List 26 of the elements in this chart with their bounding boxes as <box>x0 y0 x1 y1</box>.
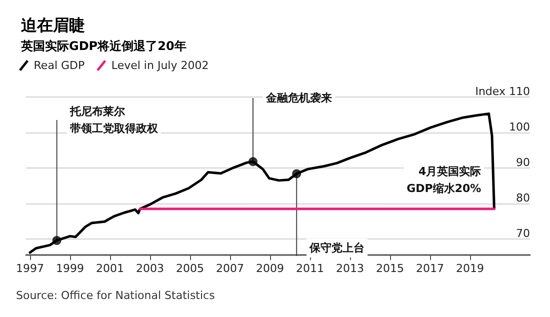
x-tick-label: 2009 <box>256 262 284 275</box>
annotation: 4月英国实际GDP缩水20% <box>406 165 482 195</box>
x-tick-label: 2005 <box>176 262 204 275</box>
y-tick-label: 70 <box>516 227 530 240</box>
y-tick-label: Index 110 <box>475 85 530 98</box>
x-tick-label: 1999 <box>56 262 84 275</box>
x-tick-label: 2007 <box>216 262 244 275</box>
annotation: 保守党上台 <box>308 242 365 254</box>
x-tick-label: 2001 <box>96 262 124 275</box>
y-tick-label: 100 <box>509 120 530 134</box>
x-tick-label: 2011 <box>296 262 324 275</box>
source-note: Source: Office for National Statistics <box>16 289 216 302</box>
annotation: 金融危机袭来 <box>265 92 332 104</box>
x-tick-label: 2013 <box>336 262 364 275</box>
x-tick-label: 2017 <box>416 262 444 275</box>
x-tick-label: 2015 <box>376 262 404 275</box>
x-tick-label: 2019 <box>456 262 484 275</box>
legend-label: Real GDP <box>34 59 85 72</box>
y-tick-label: 90 <box>516 156 530 170</box>
x-tick-label: 2003 <box>136 262 164 275</box>
legend-label: Level in July 2002 <box>111 59 209 72</box>
y-tick-label: 80 <box>516 192 530 205</box>
chart-subtitle: 英国实际GDP将近倒退了20年 <box>20 39 186 53</box>
x-tick-label: 1997 <box>16 262 44 275</box>
chart-title: 迫在眉睫 <box>20 16 85 34</box>
annotation: 托尼布莱尔带领工党取得政权 <box>68 105 159 135</box>
